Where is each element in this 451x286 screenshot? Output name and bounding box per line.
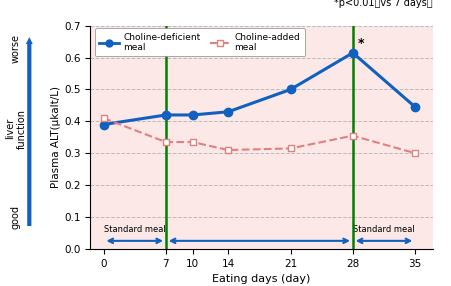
X-axis label: Eating days (day): Eating days (day) (212, 274, 311, 284)
Y-axis label: Plasma ALT(μkalt/L): Plasma ALT(μkalt/L) (51, 86, 61, 188)
Text: *: * (357, 37, 364, 50)
Text: good: good (11, 205, 21, 229)
Text: Standard meal: Standard meal (104, 225, 166, 234)
Text: *p<0.01（vs 7 days）: *p<0.01（vs 7 days） (334, 0, 433, 8)
Text: liver
function: liver function (5, 109, 27, 149)
Text: worse: worse (11, 34, 21, 63)
Text: Standard meal: Standard meal (353, 225, 415, 234)
Legend: Choline-deficient
meal, Choline-added
meal: Choline-deficient meal, Choline-added me… (95, 28, 304, 56)
